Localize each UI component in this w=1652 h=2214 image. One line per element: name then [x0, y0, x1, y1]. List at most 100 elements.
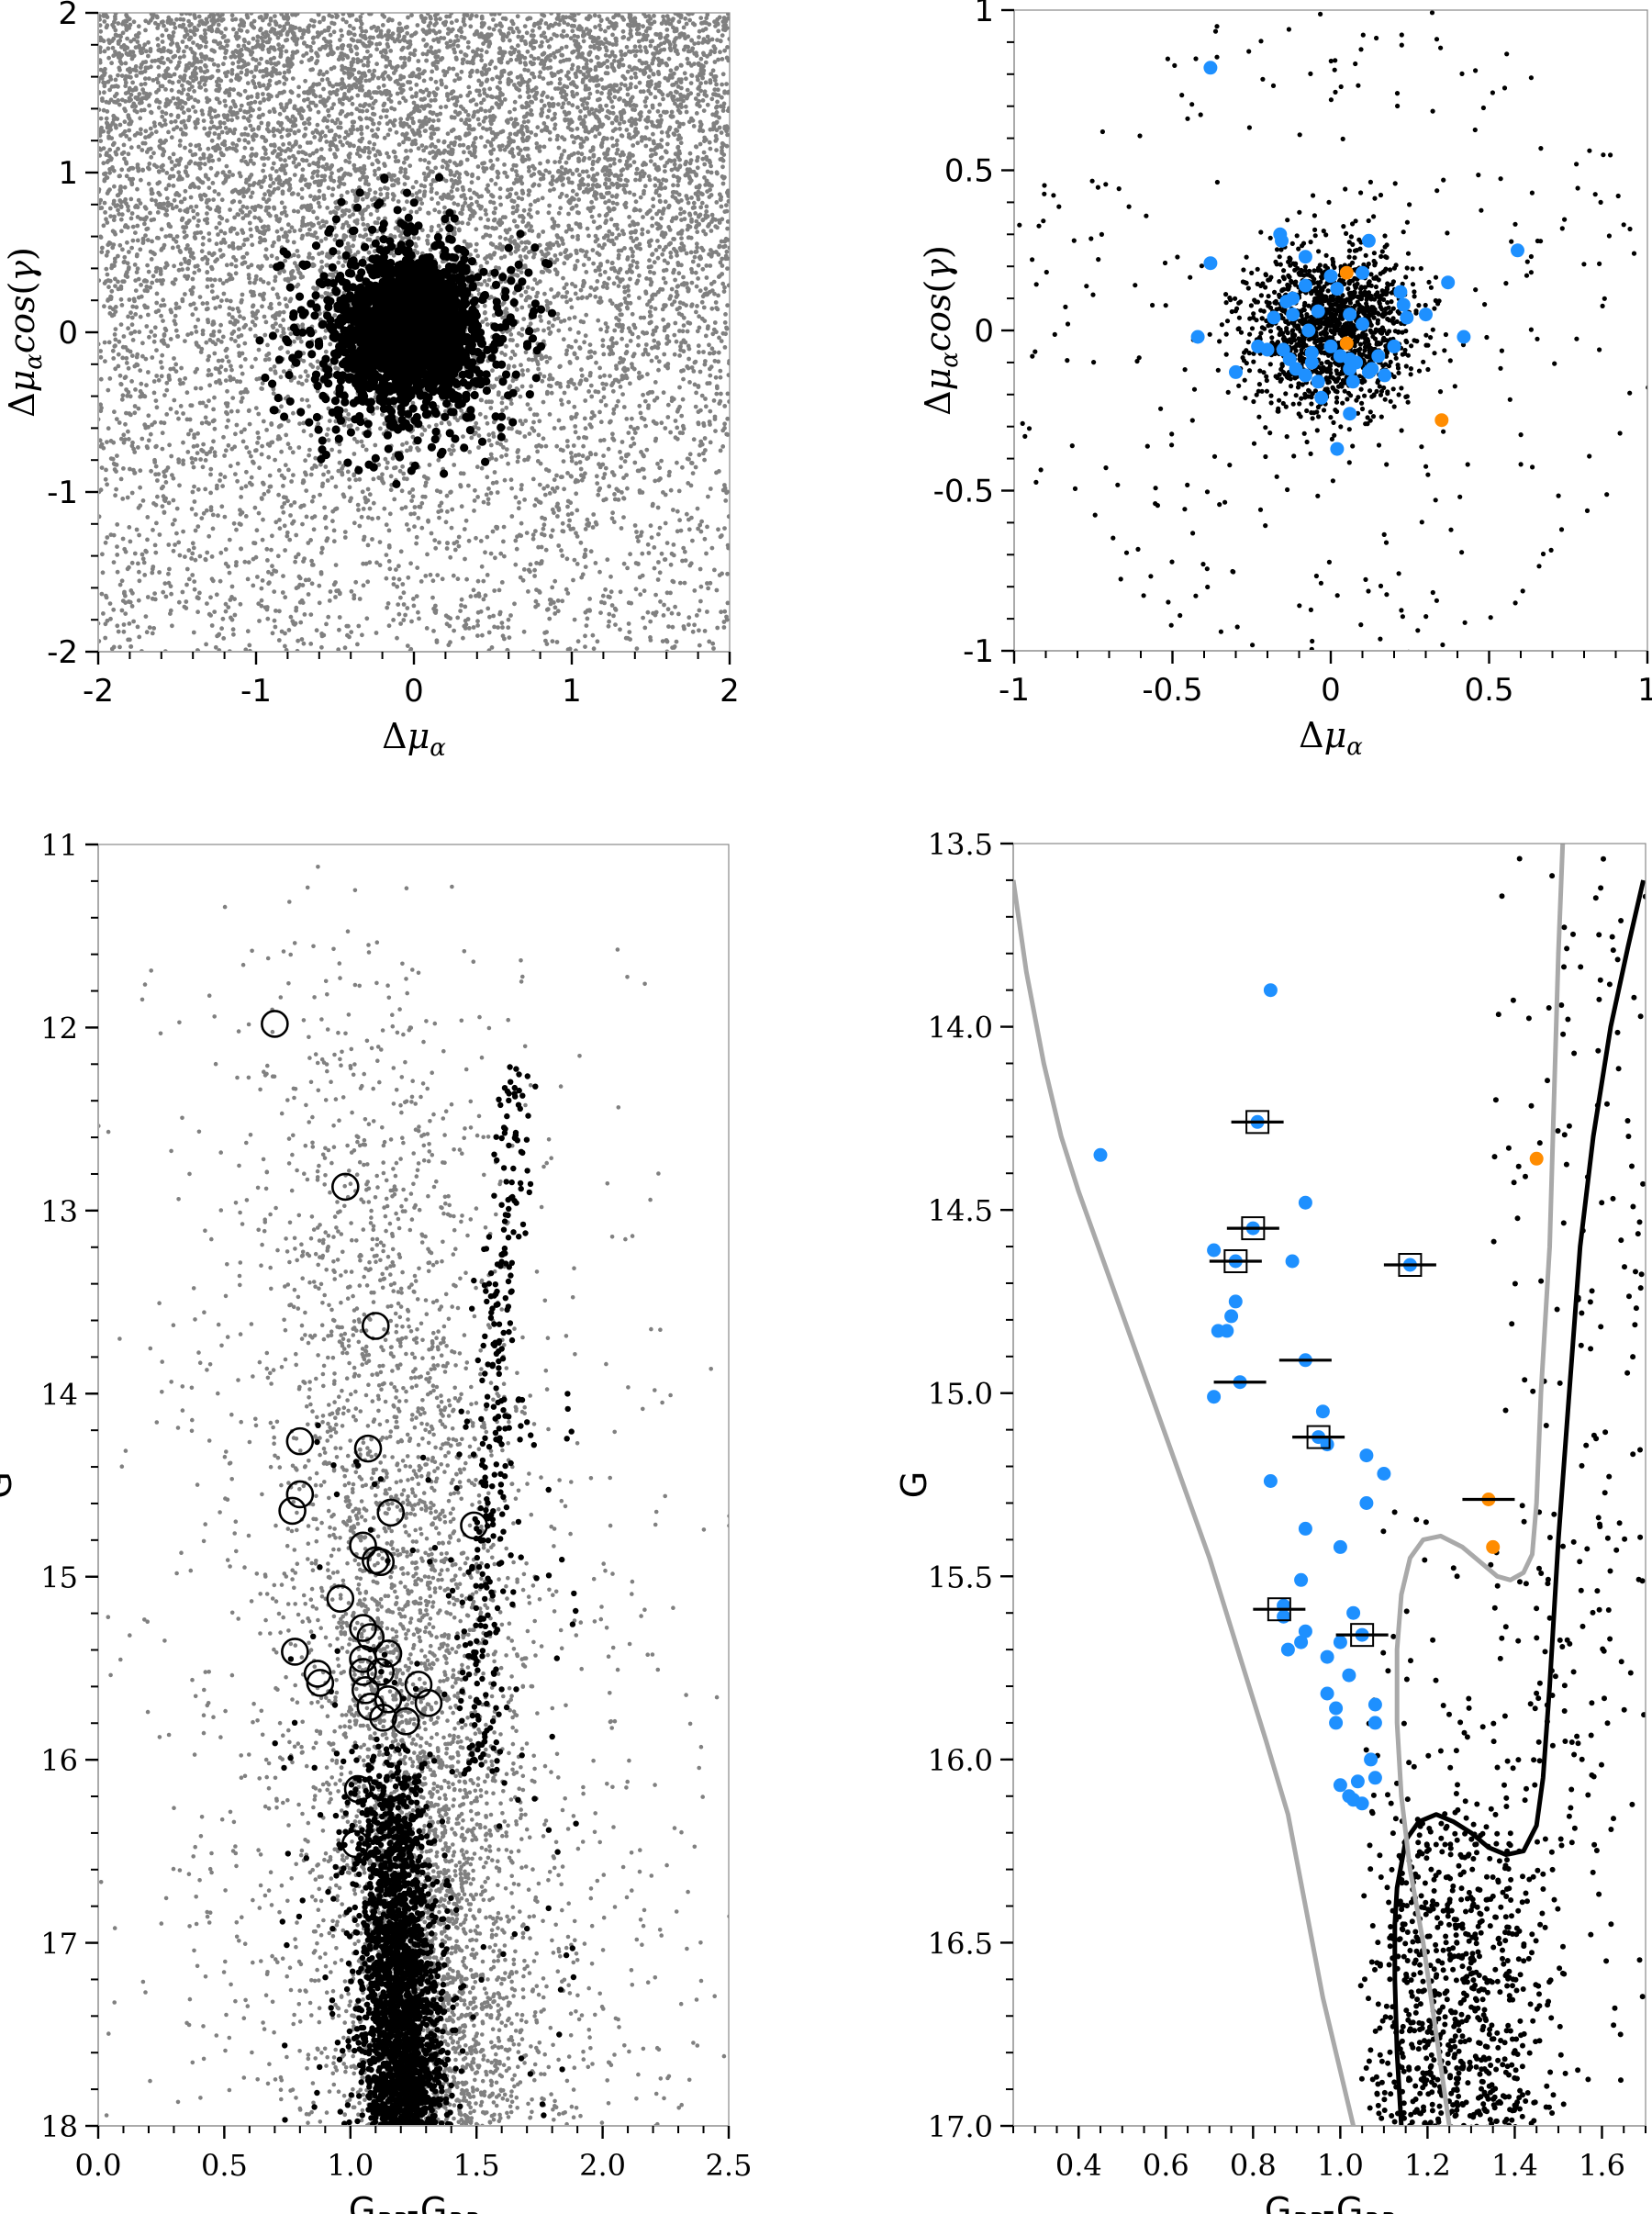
series-error-bars-color- — [1209, 1120, 1515, 1637]
candidate-circle — [306, 1669, 335, 1697]
x-tick-label: 1.2 — [1404, 2148, 1451, 2183]
panel-cmd-zoom: 0.4 0.6 0.8 1.0 1.2 1.4 1.6 13.5 14.0 14.5 15.0 15.… — [894, 827, 1646, 2214]
candidate-circle — [331, 1172, 360, 1202]
candidate-circle — [414, 1689, 443, 1717]
y-tick-label: 16.5 — [928, 1926, 993, 1961]
candidate-circle — [391, 1706, 420, 1736]
x-axis-label: GBP-GRP — [1265, 2190, 1395, 2214]
isochrone-line — [1394, 844, 1566, 2126]
candidate-circle — [361, 1312, 390, 1340]
candidate-circle — [326, 1584, 355, 1613]
x-tick-label: 1 — [1637, 672, 1652, 709]
candidate-circle — [285, 1480, 315, 1509]
y-axis-label: Δμαcos(γ) — [2, 247, 48, 418]
candidate-circle — [285, 1426, 315, 1456]
y-tick-label: 2 — [58, 0, 78, 32]
series-isochrone-young-zams-bluer- — [1013, 879, 1356, 2126]
y-tick-label: 14.5 — [928, 1193, 993, 1228]
candidate-circle — [369, 1703, 397, 1732]
y-tick-label: 11 — [40, 828, 78, 863]
axes: 0.4 0.6 0.8 1.0 1.2 1.4 1.6 13.5 14.0 14.5 15.0 15.… — [928, 827, 1646, 2183]
series-cluster-members — [1357, 855, 1646, 2126]
series-field-stars — [98, 865, 729, 2126]
binary-square — [1267, 1597, 1291, 1622]
binary-square — [1306, 1425, 1331, 1449]
candidate-circle — [404, 1671, 433, 1699]
axes: -2 -1 0 1 2 -2 -1 0 1 2 — [47, 0, 740, 710]
panel-cmd-wide: 0.0 0.5 1.0 1.5 2.0 2.5 11 12 13 14 15 16 17 18 GBP-G… — [0, 828, 753, 2214]
candidate-circle — [374, 1685, 403, 1714]
panel-proper-motion-zoom: -1 -0.5 0 0.5 1 -1 -0.5 0 0.5 1 Δμα Δμαcos(γ) — [918, 0, 1652, 761]
x-tick-label: -2 — [83, 673, 114, 710]
candidate-circle — [343, 1774, 373, 1804]
x-tick-label: -1 — [240, 673, 272, 710]
series-cluster-members — [255, 173, 557, 489]
y-tick-label: 13.5 — [928, 827, 993, 862]
scatter-points — [1014, 10, 1647, 651]
candidate-circle — [278, 1496, 307, 1526]
y-tick-label: -1 — [47, 475, 78, 511]
x-tick-label: 0.4 — [1055, 2148, 1102, 2183]
axes: -1 -0.5 0 0.5 1 -1 -0.5 0 0.5 1 — [933, 0, 1652, 709]
series-blue-stragglers — [1190, 61, 1524, 456]
y-axis-label: G — [0, 1471, 19, 1498]
candidate-circle — [353, 1434, 383, 1463]
y-tick-label: 13 — [40, 1194, 78, 1229]
y-axis-label: G — [894, 1471, 934, 1498]
x-tick-label: 0.5 — [1464, 672, 1513, 709]
y-tick-label: -2 — [47, 634, 78, 671]
series-boxed-binaries- — [1223, 1110, 1423, 1648]
x-tick-label: 1.5 — [453, 2148, 500, 2183]
binary-square — [1223, 1249, 1248, 1274]
scatter-points — [98, 865, 729, 2126]
candidate-circle — [340, 1829, 370, 1859]
y-tick-label: 0 — [58, 315, 78, 352]
panel-proper-motion-wide: -2 -1 0 1 2 -2 -1 0 1 2 Δμα Δμαcos(γ) — [2, 0, 740, 762]
binary-square — [1398, 1253, 1423, 1278]
series-isochrone-old-cluster- — [1392, 879, 1646, 2126]
x-tick-label: -0.5 — [1142, 672, 1202, 709]
series-yellow-stragglers — [1339, 265, 1449, 428]
y-tick-label: 14.0 — [928, 1011, 993, 1046]
y-tick-label: 0 — [974, 313, 994, 350]
x-axis-label: Δμα — [382, 716, 446, 762]
isochrone-line — [1013, 879, 1356, 2126]
x-tick-label: 0.0 — [75, 2148, 122, 2183]
y-tick-label: 14 — [40, 1377, 78, 1412]
x-tick-label: 0.5 — [201, 2148, 248, 2183]
scatter-points — [98, 13, 730, 652]
y-tick-label: 17 — [40, 1927, 78, 1962]
x-tick-label: 1 — [562, 673, 582, 710]
y-tick-label: 16.0 — [928, 1743, 993, 1778]
x-tick-label: 1.0 — [1317, 2148, 1364, 2183]
candidate-circle — [376, 1498, 406, 1527]
series-cluster-members — [1014, 10, 1647, 651]
x-tick-label: -1 — [999, 672, 1030, 709]
x-tick-label: 1.0 — [327, 2148, 374, 2183]
y-tick-label: 15.0 — [928, 1377, 993, 1412]
y-tick-label: 18 — [40, 2109, 78, 2144]
series-yellow-stragglers — [1481, 1151, 1544, 1554]
plot-frame — [1012, 843, 1646, 2127]
y-tick-label: -1 — [963, 633, 994, 670]
y-tick-label: -0.5 — [933, 474, 994, 510]
x-tick-label: 0.8 — [1230, 2148, 1277, 2183]
binary-square — [1245, 1110, 1270, 1135]
candidate-circle — [366, 1548, 396, 1577]
x-axis-label: GBP-GRP — [349, 2190, 479, 2214]
candidate-circle — [349, 1658, 377, 1686]
y-tick-label: 12 — [40, 1011, 78, 1046]
series-cluster-members — [272, 1064, 579, 2126]
x-tick-label: 2 — [720, 673, 740, 710]
candidate-circle — [303, 1660, 332, 1688]
y-tick-label: 15.5 — [928, 1560, 993, 1594]
x-tick-label: 0 — [1321, 672, 1341, 709]
x-tick-label: 2.5 — [706, 2148, 753, 2183]
y-tick-label: 1 — [974, 0, 994, 29]
x-tick-label: 2.0 — [579, 2148, 626, 2183]
y-tick-label: 0.5 — [944, 153, 994, 190]
binary-square — [1350, 1623, 1375, 1648]
series-blue-stragglers — [1093, 983, 1417, 1811]
series-isochrone-young-hook-branch- — [1394, 844, 1566, 2126]
